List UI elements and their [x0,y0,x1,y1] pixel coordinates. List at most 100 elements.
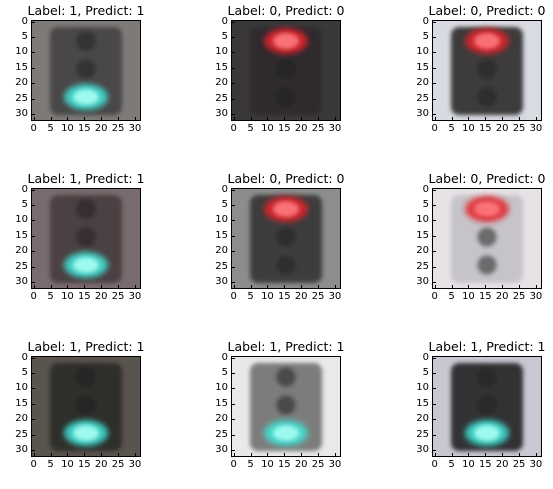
lamp-unlit [276,59,296,79]
traffic-light-image [433,189,541,288]
lamp-unlit [477,59,497,79]
y-tick-mark [433,52,436,54]
y-tick-mark [433,282,436,284]
x-tick-mark [33,453,35,456]
y-tick-label: 20 [215,245,228,257]
x-tick-label: 30 [128,459,142,470]
y-tick-mark [232,205,235,207]
panel-title: Label: 0, Predict: 0 [227,171,345,186]
green-lamp [73,89,99,105]
y-tick-label: 5 [21,367,28,379]
x-tick-mark [334,117,336,120]
x-tick-mark [301,453,303,456]
x-tick-mark [67,117,69,120]
y-tick-mark [433,98,436,100]
traffic-light-image [32,21,140,120]
x-tick-label: 15 [478,291,492,302]
y-tick-label: 30 [416,444,429,456]
lamp-unlit [76,227,96,247]
y-tick-label: 20 [215,77,228,89]
x-tick-label: 20 [294,291,308,302]
x-tick-label: 30 [328,291,342,302]
x-tick-mark [301,117,303,120]
y-tick-label: 15 [15,229,28,241]
x-tick-mark [67,453,69,456]
y-tick-label: 0 [422,351,429,363]
y-tick-mark [433,251,436,253]
x-tick-label: 5 [448,459,455,470]
y-tick-label: 25 [15,428,28,440]
traffic-light-image [433,21,541,120]
x-tick-label: 20 [94,123,108,134]
x-tick-label: 5 [247,291,254,302]
green-lamp [474,425,500,441]
x-tick-mark [233,117,235,120]
y-tick-label: 30 [15,444,28,456]
y-tick-label: 30 [416,108,429,120]
y-tick-mark [32,220,35,222]
y-tick-label: 20 [416,77,429,89]
x-tick-mark [519,117,521,120]
y-tick-mark [32,98,35,100]
y-tick-label: 5 [221,31,228,43]
x-tick-label: 10 [462,459,475,470]
y-tick-label: 25 [416,260,429,272]
x-tick-mark [451,117,453,120]
lamp-unlit [276,255,296,275]
x-tick-label: 0 [30,123,37,134]
x-tick-label: 10 [61,459,74,470]
y-tick-label: 25 [416,92,429,104]
x-tick-label: 25 [311,123,325,134]
y-tick-mark [232,37,235,39]
x-tick-label: 0 [230,123,237,134]
x-tick-label: 30 [128,291,142,302]
lamp-unlit [477,87,497,107]
red-lamp [273,33,299,49]
x-tick-mark [519,453,521,456]
x-tick-label: 5 [47,291,54,302]
y-tick-label: 10 [416,382,429,394]
y-tick-label: 10 [416,46,429,58]
x-tick-mark [50,285,52,288]
y-tick-mark [32,434,35,436]
x-tick-mark [284,453,286,456]
x-tick-mark [318,117,320,120]
x-tick-mark [84,117,86,120]
y-tick-label: 5 [221,367,228,379]
traffic-light-image [32,357,140,456]
x-tick-mark [250,117,252,120]
y-tick-mark [232,114,235,116]
y-tick-label: 10 [215,382,228,394]
y-tick-mark [232,98,235,100]
x-tick-mark [267,285,269,288]
y-tick-mark [433,373,436,375]
lamp-unlit [477,395,497,415]
x-tick-label: 30 [529,459,543,470]
x-tick-mark [67,285,69,288]
image-panel: Label: 1, Predict: 1 0 5 10 15 20 25 30 0 5 10 15 20… [15,340,144,470]
y-tick-mark [232,419,235,421]
lamp-unlit [477,227,497,247]
x-tick-mark [502,285,504,288]
x-tick-label: 0 [230,459,237,470]
x-tick-mark [451,453,453,456]
x-tick-mark [434,285,436,288]
x-tick-mark [84,285,86,288]
y-tick-mark [232,83,235,85]
x-tick-label: 0 [230,291,237,302]
y-tick-label: 10 [215,214,228,226]
image-panel: Label: 1, Predict: 1 0 5 10 15 20 25 30 0 5 10 15 20… [416,340,545,470]
image-frame [432,20,542,121]
y-tick-label: 0 [221,351,228,363]
image-frame [31,20,141,121]
y-tick-mark [433,388,436,390]
y-tick-mark [32,67,35,69]
image-frame [432,356,542,457]
x-tick-label: 20 [495,123,509,134]
y-tick-label: 5 [422,31,429,43]
x-tick-label: 25 [512,291,526,302]
lamp-unlit [477,367,497,387]
traffic-light-image [232,357,340,456]
y-tick-mark [232,357,235,359]
x-tick-label: 10 [261,123,274,134]
